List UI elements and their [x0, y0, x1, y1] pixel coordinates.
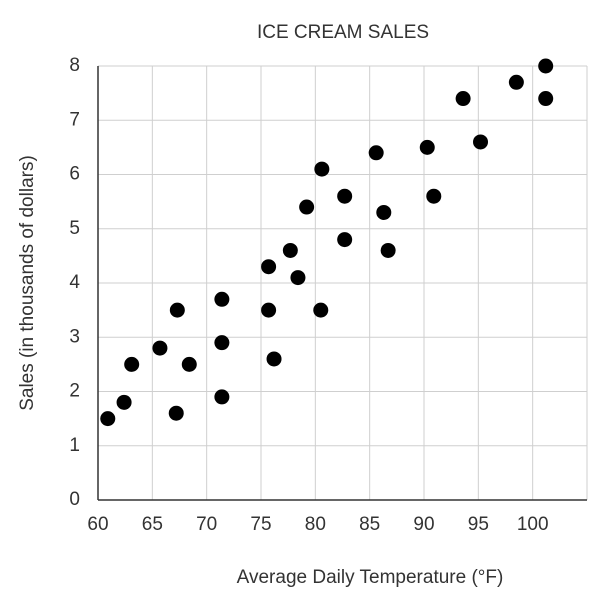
point [261, 259, 277, 275]
y-tick-label: 8 [69, 55, 80, 76]
y-tick-label: 1 [69, 435, 80, 456]
y-tick-label: 7 [69, 109, 80, 130]
point [508, 74, 524, 90]
chart-title: ICE CREAM SALES [257, 22, 429, 43]
point [266, 351, 282, 367]
y-tick-label: 6 [69, 164, 80, 185]
point [419, 139, 435, 155]
point [426, 188, 442, 204]
point [299, 199, 315, 215]
x-tick-label: 75 [250, 514, 271, 535]
point [181, 356, 197, 372]
point [116, 394, 132, 410]
point [314, 161, 330, 177]
y-tick-label: 2 [69, 381, 80, 402]
x-tick-label: 80 [305, 514, 326, 535]
point [538, 91, 554, 107]
point [473, 134, 489, 150]
point [313, 302, 329, 318]
x-tick-label: 70 [196, 514, 217, 535]
y-tick-label: 0 [69, 489, 80, 510]
x-tick-label: 90 [413, 514, 434, 535]
point [380, 242, 396, 258]
x-axis-label: Average Daily Temperature (°F) [237, 567, 504, 588]
point [261, 302, 277, 318]
point [168, 405, 184, 421]
point [376, 204, 392, 220]
point [100, 411, 116, 427]
x-tick-label: 100 [517, 514, 549, 535]
x-tick-label: 60 [87, 514, 108, 535]
x-tick-label: 85 [359, 514, 380, 535]
point [214, 389, 230, 405]
point [282, 242, 298, 258]
point [169, 302, 185, 318]
y-tick-label: 4 [69, 272, 80, 293]
point [214, 291, 230, 307]
point [337, 232, 353, 248]
point [152, 340, 168, 356]
point [290, 270, 306, 286]
y-tick-label: 3 [69, 326, 80, 347]
point [368, 145, 384, 161]
x-tick-label: 95 [468, 514, 489, 535]
x-tick-label: 65 [142, 514, 163, 535]
point [214, 335, 230, 351]
point [455, 91, 471, 107]
point [124, 356, 140, 372]
y-axis-label: Sales (in thousands of dollars) [17, 155, 38, 411]
y-tick-label: 5 [69, 218, 80, 239]
point [337, 188, 353, 204]
point [538, 58, 554, 74]
